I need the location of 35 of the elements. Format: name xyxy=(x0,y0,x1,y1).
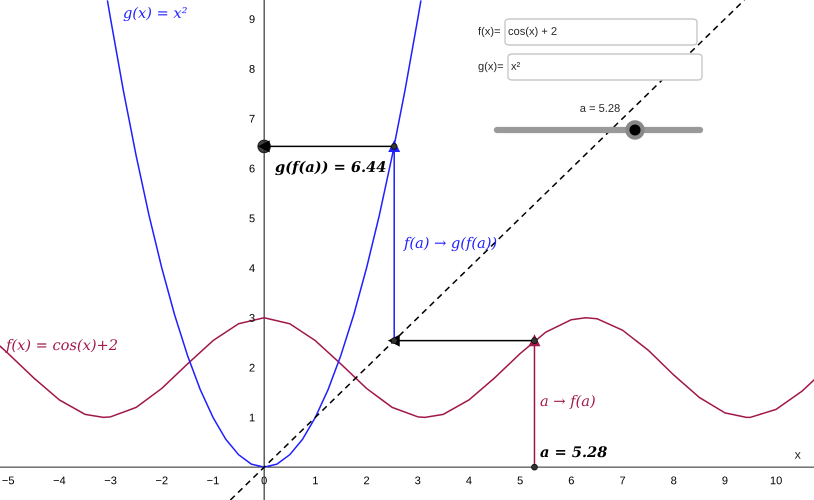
annotation: a → f(a) xyxy=(540,394,595,410)
x-tick-label: 1 xyxy=(313,476,318,484)
x-tick-label: 9 xyxy=(722,476,728,484)
y-tick-label: 8 xyxy=(249,64,255,73)
y-tick-label: 4 xyxy=(249,264,255,272)
x-tick-label: 5 xyxy=(517,476,523,484)
annotation: g(x) = x² xyxy=(124,6,187,22)
x-tick-label: 10 xyxy=(770,476,782,484)
annotation: f(x) = cos(x)+2 xyxy=(5,338,117,354)
annotation: g(x)= xyxy=(478,62,504,72)
y-tick-label: 9 xyxy=(249,15,255,24)
annotation: f(x)= xyxy=(478,26,500,38)
x-tick-label: −3 xyxy=(104,476,116,484)
x-tick-label: 3 xyxy=(415,476,420,484)
x-tick-label: 2 xyxy=(364,476,370,484)
y-tick-label: 2 xyxy=(250,364,255,372)
y-tick-label: 7 xyxy=(250,114,255,123)
x-axis-title: x xyxy=(794,452,801,459)
annotation: g(f(a)) = 6.44 xyxy=(275,160,386,176)
annotation: a = 5.28 xyxy=(580,104,620,112)
y-tick-label: 6 xyxy=(250,164,255,172)
x-tick-label: −4 xyxy=(54,476,66,484)
x-tick-label: 7 xyxy=(620,476,626,484)
x-tick-label: 4 xyxy=(466,476,472,484)
x-tick-label: −2 xyxy=(156,476,168,484)
annotation: f(a) → g(f(a)) xyxy=(403,236,496,252)
x-tick-label: 6 xyxy=(568,476,574,484)
annotation: cos(x) + 2 xyxy=(508,26,557,38)
x-tick-label: 8 xyxy=(671,476,676,484)
x-tick-label: −1 xyxy=(207,476,219,484)
annotation: x² xyxy=(511,62,520,70)
y-tick-label: 5 xyxy=(249,214,255,222)
annotation: a = 5.28 xyxy=(540,446,607,458)
x-tick-label: −5 xyxy=(2,476,14,484)
y-tick-label: 1 xyxy=(250,414,255,422)
